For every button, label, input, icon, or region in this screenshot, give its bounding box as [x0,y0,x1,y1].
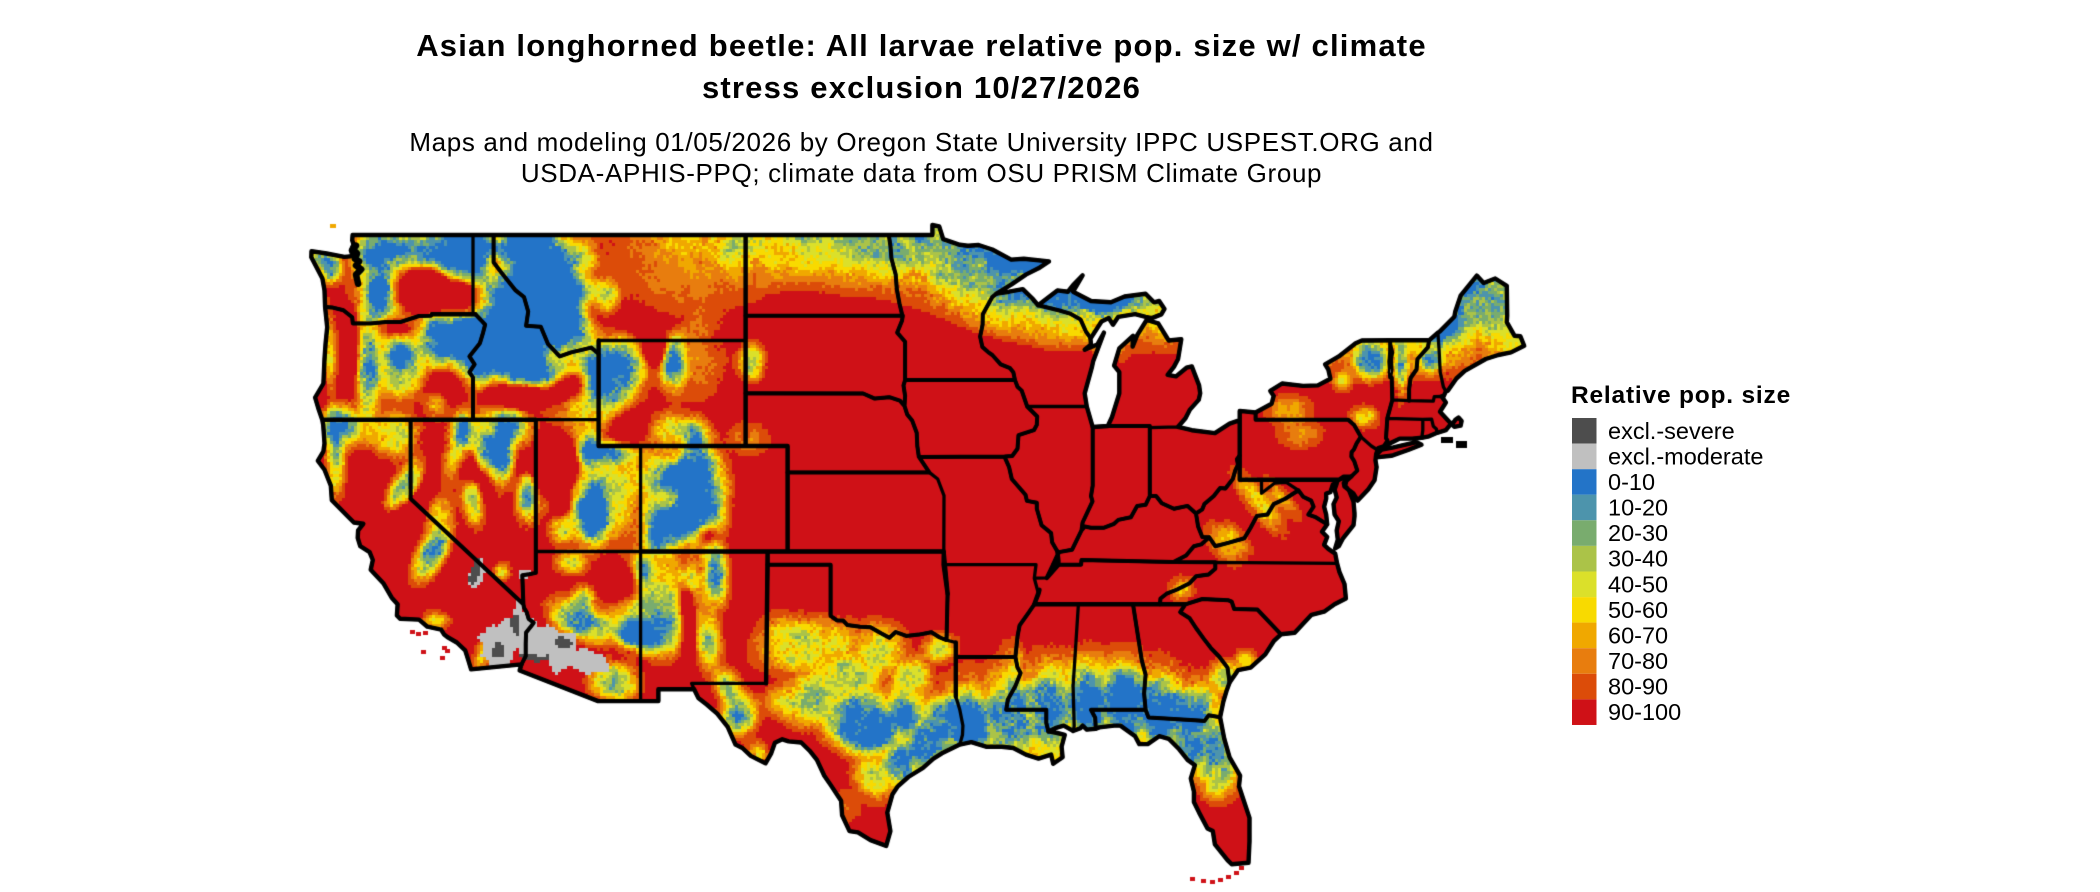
svg-text:30-40: 30-40 [1608,546,1668,572]
svg-text:Relative pop. size: Relative pop. size [1571,382,1791,409]
svg-text:40-50: 40-50 [1608,571,1668,597]
svg-text:60-70: 60-70 [1608,622,1668,648]
svg-text:excl.-severe: excl.-severe [1608,418,1735,444]
svg-text:excl.-moderate: excl.-moderate [1608,443,1763,469]
svg-text:10-20: 10-20 [1608,495,1668,521]
svg-text:50-60: 50-60 [1608,597,1668,623]
svg-text:20-30: 20-30 [1608,520,1668,546]
svg-text:80-90: 80-90 [1608,674,1668,700]
svg-text:70-80: 70-80 [1608,648,1668,674]
svg-text:0-10: 0-10 [1608,469,1655,495]
svg-text:90-100: 90-100 [1608,699,1681,725]
